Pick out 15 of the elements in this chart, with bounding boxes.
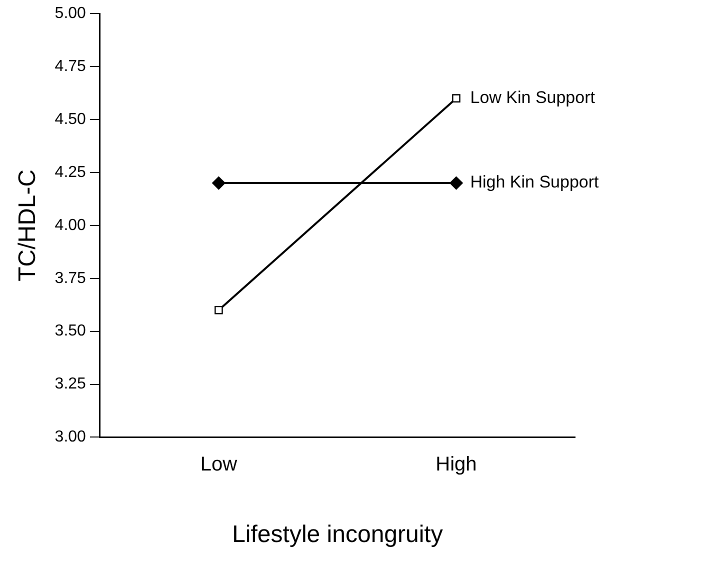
y-axis-title: TC/HDL-C (14, 169, 42, 282)
x-tick-label: Low (200, 454, 238, 476)
y-tick-label: 3.00 (54, 428, 86, 446)
y-tick-label: 4.75 (54, 58, 86, 75)
series-label: Low Kin Support (470, 88, 596, 108)
y-tick-label: 3.75 (54, 270, 86, 287)
x-axis-title: Lifestyle incongruity (232, 521, 443, 548)
y-tick-label: 3.25 (54, 376, 86, 393)
x-tick-label: High (436, 454, 477, 476)
y-tick-label: 4.50 (54, 110, 86, 128)
y-tick-label: 4.25 (54, 164, 86, 181)
y-tick-label: 4.00 (54, 216, 86, 234)
y-tick-label: 3.50 (54, 322, 86, 340)
series-label: High Kin Support (470, 172, 600, 192)
y-tick-label: 5.00 (54, 5, 86, 22)
